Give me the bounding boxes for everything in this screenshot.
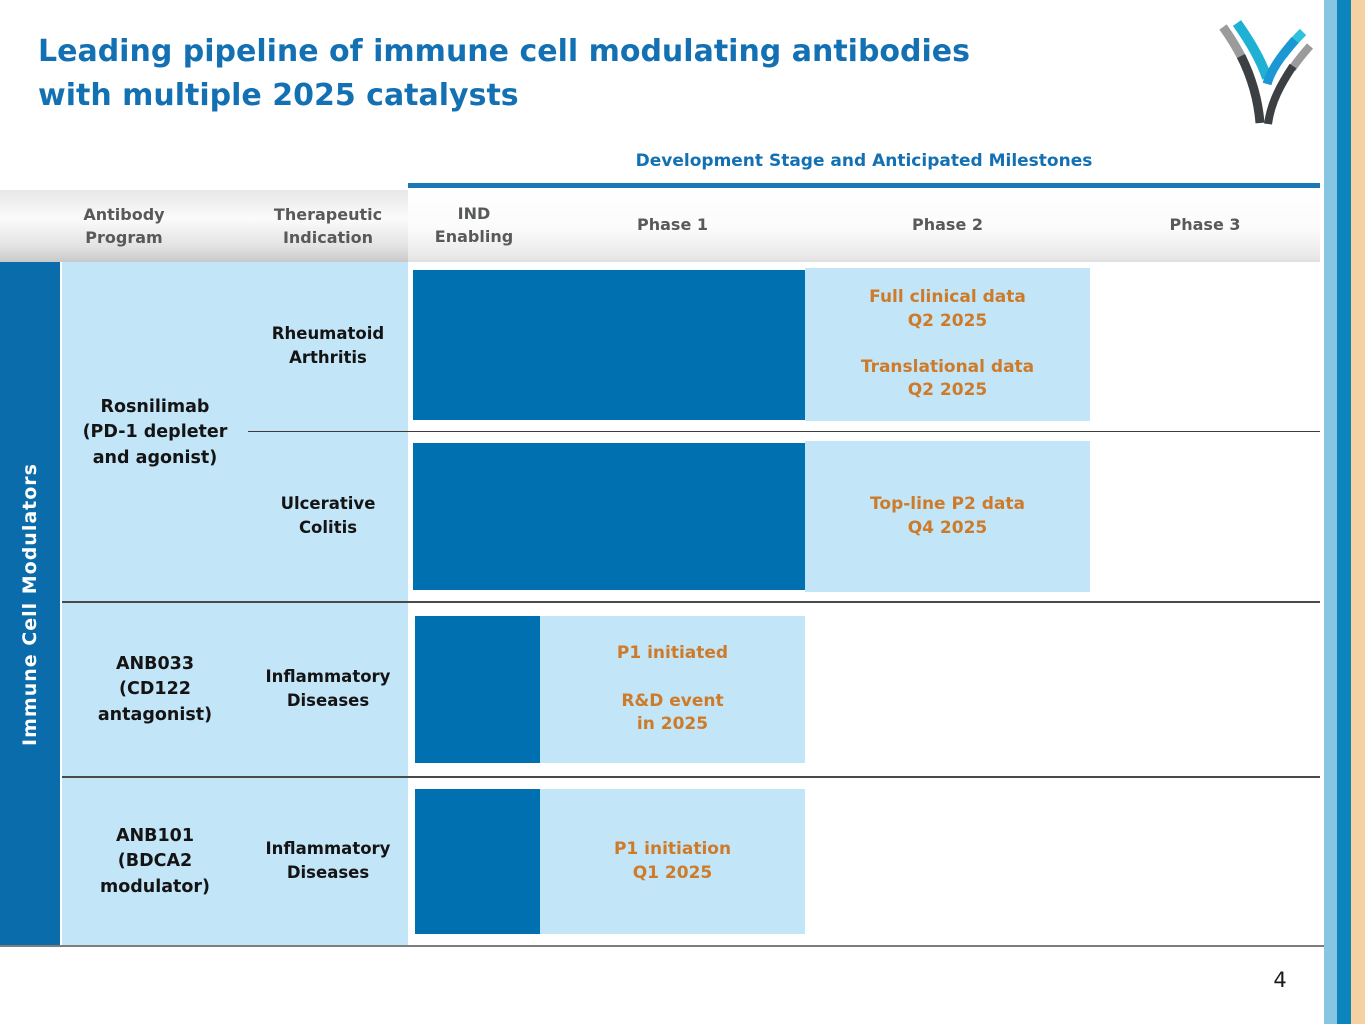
milestone-topline-p2-data: Top-line P2 data Q4 2025 [870, 493, 1025, 538]
progress-bar-rosnilimab-ra [413, 270, 805, 420]
edge-stripe-blue [1337, 0, 1351, 1024]
divider-ra-uc [248, 431, 1320, 432]
divider-anb033-anb101 [62, 776, 1320, 778]
category-label: Immune Cell Modulators [19, 463, 41, 746]
progress-bar-anb033 [415, 616, 540, 763]
col-header-phase-2: Phase 2 [912, 215, 983, 235]
edge-stripe-light-blue [1324, 0, 1337, 1024]
col-header-therapeutic-indication: Therapeutic Indication [273, 204, 383, 247]
indication-ulcerative-colitis: Ulcerative Colitis [280, 494, 376, 537]
program-anb101: ANB101 (BDCA2 modulator) [99, 826, 211, 897]
program-panel [62, 262, 408, 947]
milestone-cell-rosnilimab-uc: Top-line P2 data Q4 2025 [805, 441, 1090, 592]
left-header-band: Antibody Program Therapeutic Indication [0, 190, 408, 262]
col-header-phase-1: Phase 1 [637, 215, 708, 235]
divider-rosnilimab-anb033 [62, 601, 1320, 603]
milestones-banner: Development Stage and Anticipated Milest… [635, 151, 1093, 171]
category-sidebar: Immune Cell Modulators [0, 262, 60, 947]
edge-stripe-peach [1351, 0, 1365, 1024]
company-logo-v-swoosh-icon [1219, 20, 1314, 125]
program-rosnilimab: Rosnilimab (PD-1 depleter and agonist) [82, 397, 228, 468]
milestone-translational-data: Translational data Q2 2025 [860, 356, 1035, 401]
progress-bar-rosnilimab-uc [413, 443, 805, 590]
col-header-antibody-program: Antibody Program [83, 204, 165, 247]
milestone-rd-event: R&D event in 2025 [621, 690, 724, 735]
stage-header-band: IND Enabling Phase 1 Phase 2 Phase 3 [408, 188, 1320, 262]
milestone-p1-initiation: P1 initiation Q1 2025 [613, 838, 732, 883]
page-title: Leading pipeline of immune cell modulati… [38, 34, 970, 113]
indication-rheumatoid-arthritis: Rheumatoid Arthritis [271, 324, 385, 367]
program-anb033: ANB033 (CD122 antagonist) [97, 654, 213, 725]
banner-underline [408, 183, 1320, 188]
page-number: 4 [1273, 968, 1287, 992]
progress-bar-anb101 [415, 789, 540, 934]
indication-inflammatory-diseases-anb101: Inflammatory Diseases [265, 839, 391, 882]
table-bottom-line [0, 945, 1328, 947]
milestone-cell-anb101: P1 initiation Q1 2025 [540, 789, 805, 934]
milestone-p1-initiated: P1 initiated [616, 642, 729, 663]
col-header-phase-3: Phase 3 [1169, 215, 1241, 235]
milestone-cell-rosnilimab-ra: Full clinical data Q2 2025 Translational… [805, 268, 1090, 421]
milestone-full-clinical-data: Full clinical data Q2 2025 [869, 286, 1026, 331]
indication-inflammatory-diseases-anb033: Inflammatory Diseases [265, 667, 391, 710]
col-header-ind-enabling: IND Enabling [434, 203, 514, 246]
milestone-cell-anb033: P1 initiated R&D event in 2025 [540, 616, 805, 763]
